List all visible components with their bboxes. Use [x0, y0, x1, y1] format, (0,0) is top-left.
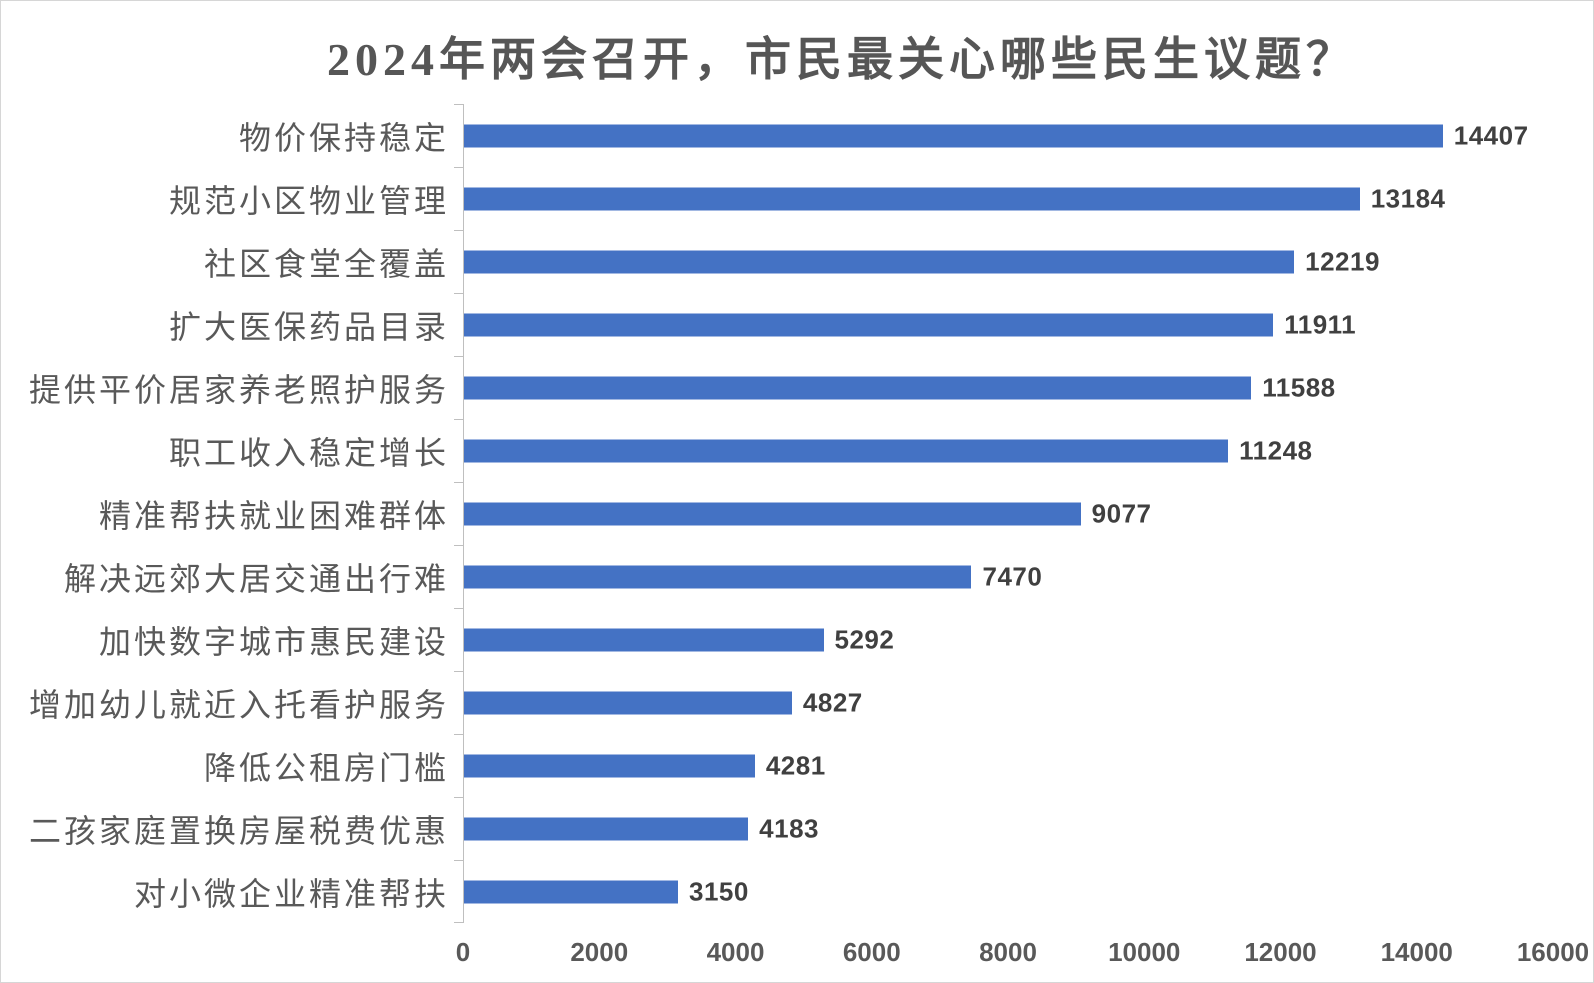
value-label: 4281 [765, 750, 826, 780]
value-label: 11588 [1262, 372, 1336, 402]
bar [464, 691, 792, 714]
bar [464, 880, 678, 903]
plot-area: 物价保持稳定 14407 规范小区物业管理 13184 社区食堂全覆盖 12219 扩大医保… [21, 104, 1551, 923]
value-label: 5292 [834, 624, 895, 654]
x-axis-tick-label: 6000 [842, 937, 901, 967]
x-axis-tick-label: 16000 [1516, 937, 1590, 967]
x-axis-tick-label: 2000 [570, 937, 629, 967]
chart-row: 提供平价居家养老照护服务 11588 [21, 356, 1551, 419]
value-label: 7470 [982, 561, 1043, 591]
value-label: 4183 [759, 813, 820, 843]
category-label: 规范小区物业管理 [168, 182, 449, 219]
chart-row: 扩大医保药品目录 11911 [21, 293, 1551, 356]
bar [464, 565, 972, 588]
chart-row: 加快数字城市惠民建设 5292 [21, 608, 1551, 671]
bar-track: 4281 [463, 734, 1551, 797]
bar [464, 313, 1274, 336]
bar [464, 187, 1360, 210]
bar [464, 124, 1443, 147]
bar-track: 9077 [463, 482, 1551, 545]
bar-track: 3150 [463, 860, 1551, 923]
category-label: 降低公租房门槛 [203, 749, 449, 786]
category-label: 增加幼儿就近入托看护服务 [28, 686, 449, 723]
bar [464, 502, 1081, 525]
x-axis-tick-label: 4000 [706, 937, 765, 967]
bar-track: 4183 [463, 797, 1551, 860]
x-axis-tick-label: 0 [455, 937, 471, 967]
x-axis-tick-label: 12000 [1244, 937, 1317, 967]
chart-title: 2024年两会召开，市民最关心哪些民生议题？ [327, 34, 1357, 85]
category-label: 精准帮扶就业困难群体 [98, 497, 449, 534]
category-label: 物价保持稳定 [238, 119, 449, 156]
bar [464, 439, 1229, 462]
category-label: 二孩家庭置换房屋税费优惠 [28, 812, 449, 849]
value-label: 11911 [1284, 309, 1357, 339]
chart-row: 二孩家庭置换房屋税费优惠 4183 [21, 797, 1551, 860]
category-label: 扩大医保药品目录 [168, 308, 449, 345]
chart-row: 物价保持稳定 14407 [21, 104, 1551, 167]
bar-track: 5292 [463, 608, 1551, 671]
bar [464, 754, 755, 777]
bar [464, 628, 824, 651]
category-label: 加快数字城市惠民建设 [98, 623, 449, 660]
category-label: 对小微企业精准帮扶 [133, 875, 449, 912]
bar-track: 11911 [463, 293, 1551, 356]
bar-track: 12219 [463, 230, 1551, 293]
value-label: 12219 [1305, 246, 1380, 276]
value-label: 3150 [689, 876, 749, 906]
bar-track: 7470 [463, 545, 1551, 608]
chart-row: 精准帮扶就业困难群体 9077 [21, 482, 1551, 545]
bar [464, 376, 1252, 399]
category-label: 解决远郊大居交通出行难 [63, 560, 449, 597]
bar-track: 14407 [463, 104, 1551, 167]
bar [464, 817, 749, 840]
value-label: 14407 [1453, 120, 1529, 150]
value-label: 13184 [1370, 183, 1446, 213]
chart-row: 对小微企业精准帮扶 3150 [21, 860, 1551, 923]
bar-track: 4827 [463, 671, 1551, 734]
chart-row: 解决远郊大居交通出行难 7470 [21, 545, 1551, 608]
chart-row: 降低公租房门槛 4281 [21, 734, 1551, 797]
category-label: 职工收入稳定增长 [168, 434, 449, 471]
x-axis-tick-label: 14000 [1380, 937, 1453, 967]
bar-track: 11248 [463, 419, 1551, 482]
bar [464, 250, 1295, 273]
chart-row: 职工收入稳定增长 11248 [21, 419, 1551, 482]
chart-row: 规范小区物业管理 13184 [21, 167, 1551, 230]
category-label: 提供平价居家养老照护服务 [28, 371, 449, 408]
x-axis: 0 2000 4000 6000 8000 10000 12000 14000 16000 [456, 937, 1589, 969]
chart-row: 社区食堂全覆盖 12219 [21, 230, 1551, 293]
value-label: 11248 [1239, 435, 1313, 465]
value-label: 4827 [802, 687, 863, 717]
bar-track: 13184 [463, 167, 1551, 230]
x-axis-tick-label: 10000 [1108, 937, 1181, 967]
category-label: 社区食堂全覆盖 [203, 245, 449, 282]
bar-track: 11588 [463, 356, 1551, 419]
x-axis-tick-label: 8000 [979, 937, 1037, 967]
chart-row: 增加幼儿就近入托看护服务 4827 [21, 671, 1551, 734]
value-label: 9077 [1091, 498, 1152, 528]
